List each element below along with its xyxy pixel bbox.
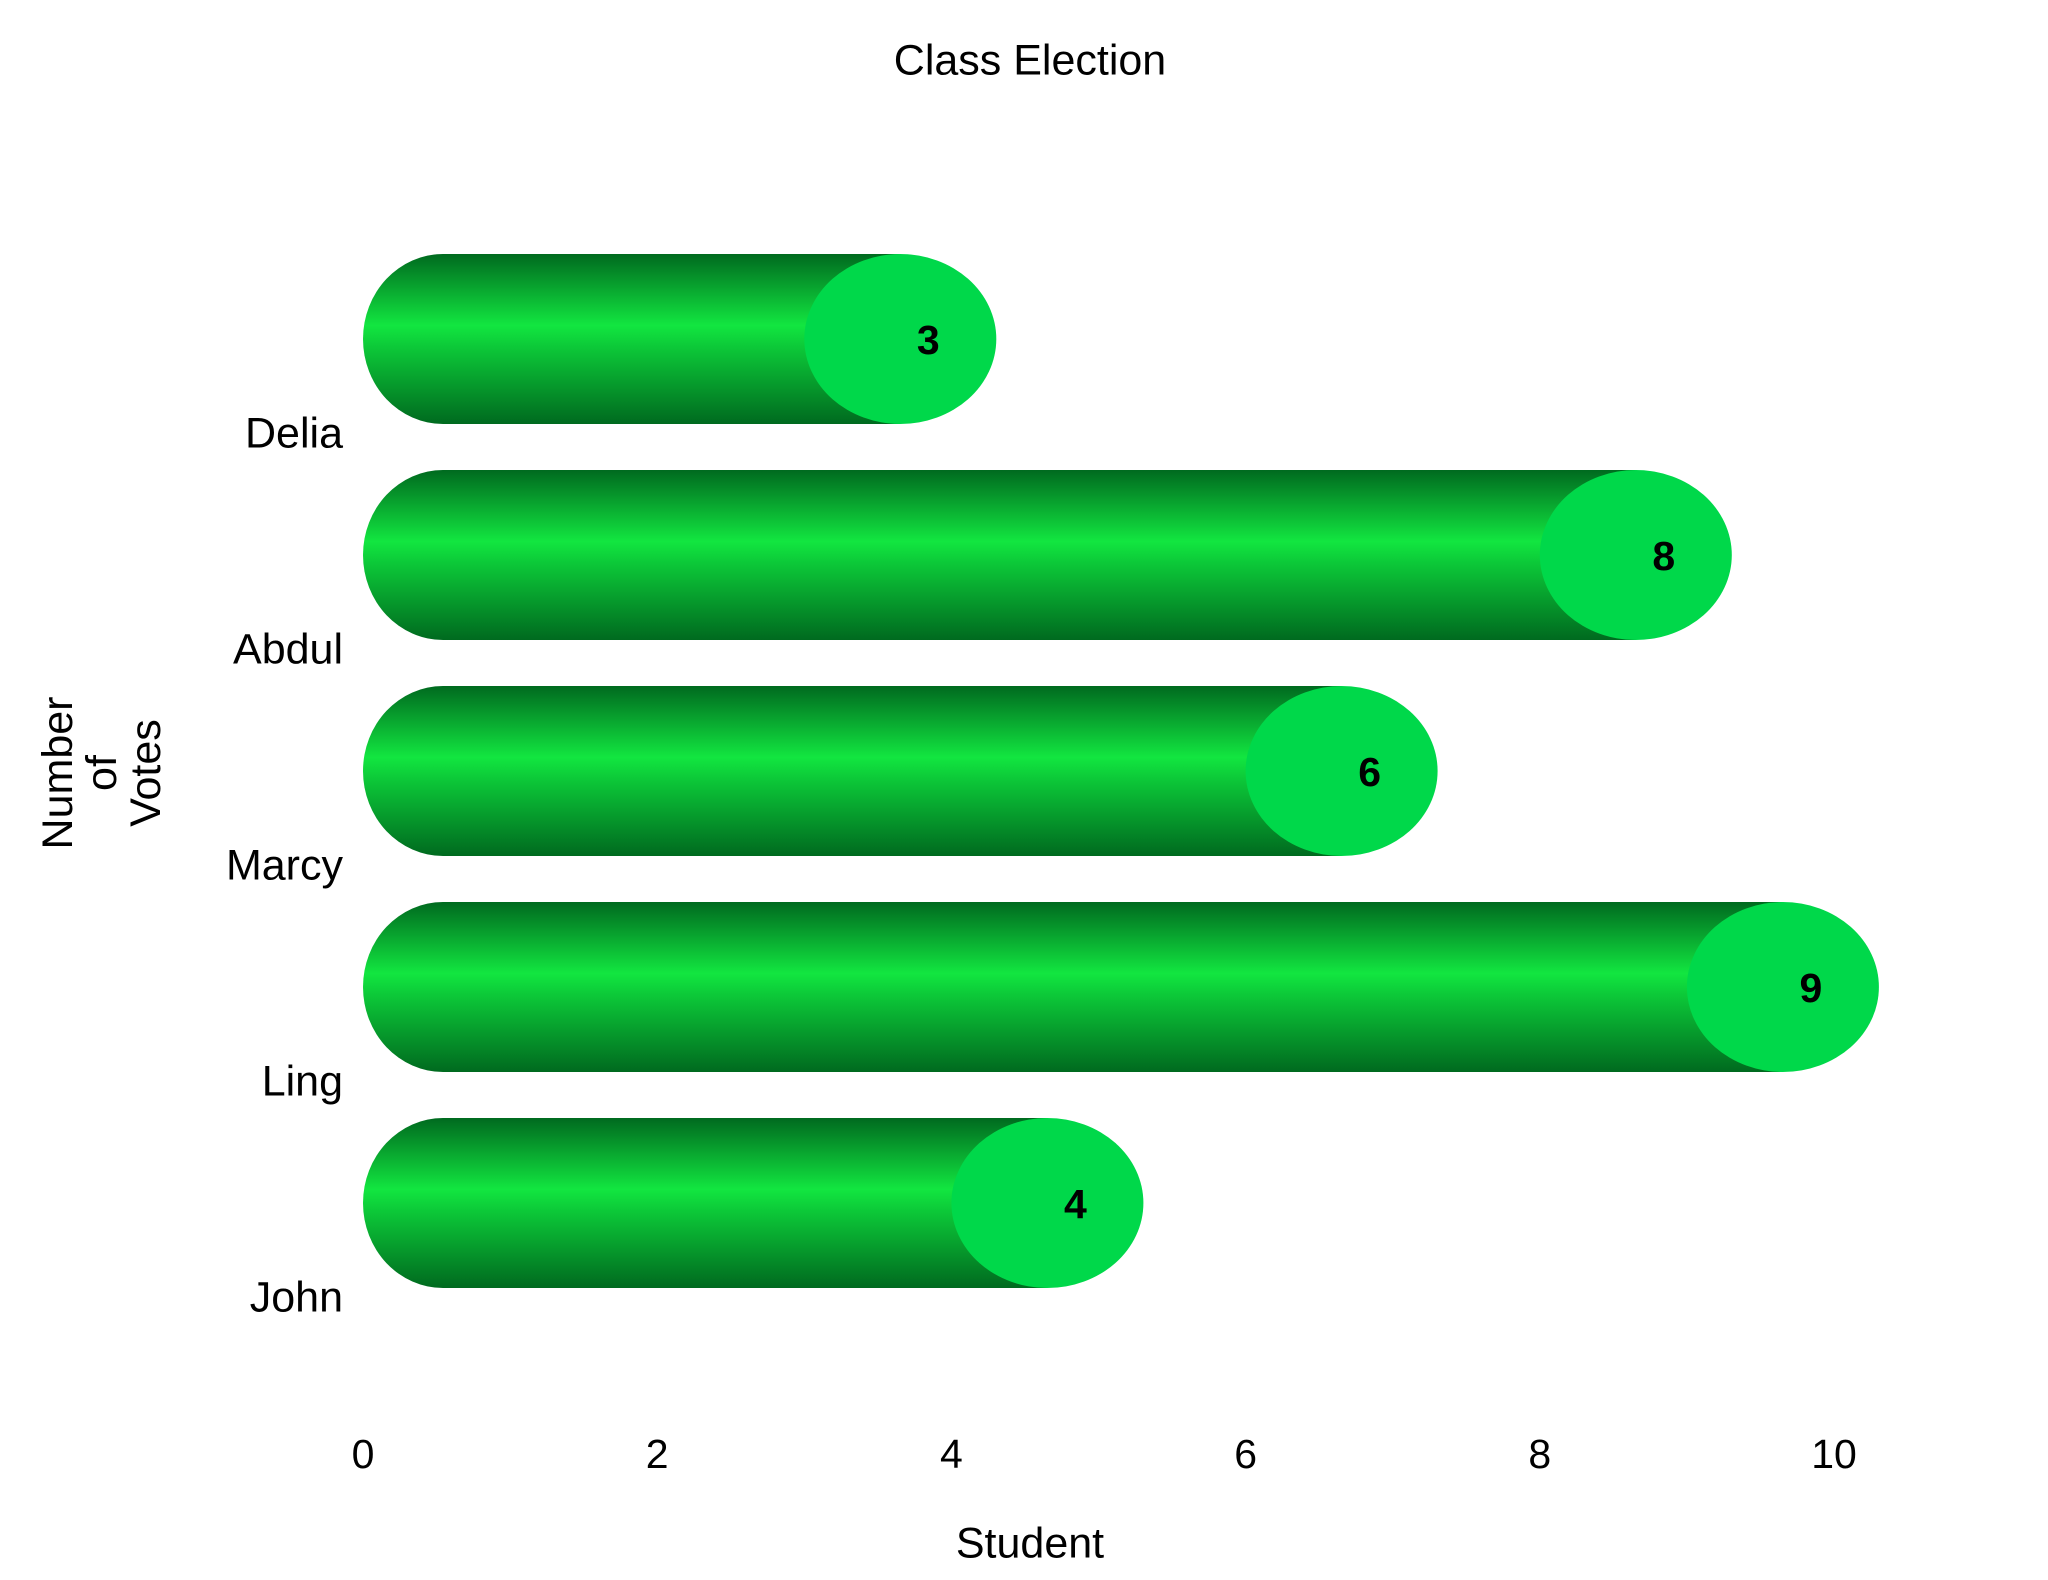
chart-title: Class Election (894, 36, 1166, 84)
data-label: 9 (1799, 965, 1822, 1011)
bar-cap (1539, 470, 1732, 640)
data-label: 3 (917, 317, 940, 363)
bar-cap (1245, 686, 1438, 856)
bar (363, 254, 901, 424)
y-tick-label: John (250, 1273, 343, 1321)
x-axis-label: Student (956, 1519, 1104, 1567)
bar-cap (1686, 902, 1879, 1072)
bar (363, 686, 1342, 856)
bar-cap (804, 254, 997, 424)
x-tick-label: 0 (352, 1431, 375, 1477)
x-tick-label: 4 (940, 1431, 963, 1477)
bar (363, 470, 1636, 640)
data-label: 4 (1064, 1181, 1087, 1227)
bar (363, 1118, 1048, 1288)
y-tick-label: Abdul (233, 625, 343, 673)
x-tick-label: 10 (1811, 1431, 1857, 1477)
bar (363, 902, 1783, 1072)
y-tick-label: Marcy (226, 841, 344, 889)
y-tick-label: Delia (245, 409, 343, 457)
data-label: 6 (1358, 749, 1381, 795)
x-tick-label: 6 (1234, 1431, 1257, 1477)
x-tick-label: 2 (646, 1431, 669, 1477)
x-tick-label: 8 (1528, 1431, 1551, 1477)
y-tick-label: Ling (262, 1057, 343, 1105)
bar-cap (951, 1118, 1144, 1288)
y-axis-label: NumberofVotes (34, 697, 170, 850)
data-label: 8 (1652, 533, 1675, 579)
